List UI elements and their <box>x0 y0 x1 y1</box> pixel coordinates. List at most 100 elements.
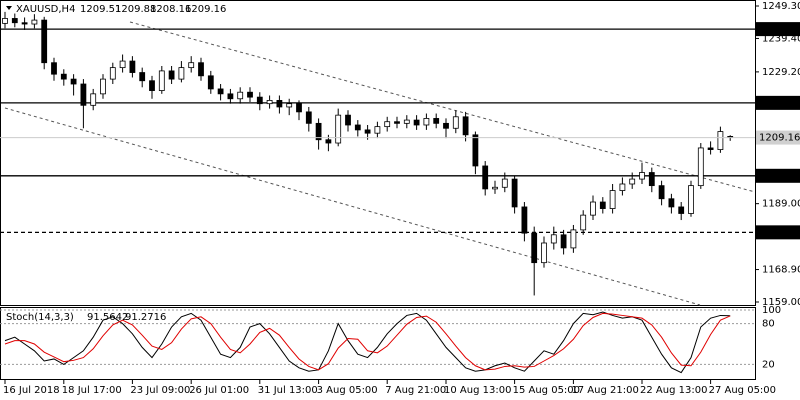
x-tick-label: 27 Aug 05:00 <box>709 385 776 396</box>
candle-body <box>374 126 381 134</box>
x-tick-label: 16 Jul 2018 <box>3 385 60 396</box>
candle-body <box>247 91 253 98</box>
current-price-label: 1209.16 <box>759 133 800 144</box>
candle-body <box>237 91 244 100</box>
indicator-line <box>4 312 731 371</box>
candle-body <box>296 103 302 113</box>
candle-body <box>276 100 283 108</box>
candle-body <box>452 116 459 129</box>
ohlc-low: 1208.16 <box>150 4 191 15</box>
x-tick-label: 18 Jul 17:00 <box>62 385 122 396</box>
candle-body <box>305 111 312 124</box>
candle-body <box>580 214 587 231</box>
candle-body <box>188 62 195 69</box>
ohlc-open: 1209.51 <box>80 4 121 15</box>
trendline <box>4 107 701 306</box>
candle-body <box>119 60 126 69</box>
candle-body <box>315 122 322 141</box>
candle-body <box>697 147 704 187</box>
candle-body <box>678 206 685 214</box>
candle-body <box>2 18 8 24</box>
candle-body <box>70 78 77 85</box>
candle-body <box>149 80 155 91</box>
candle-body <box>41 19 48 64</box>
candle-body <box>707 147 714 150</box>
candle-body <box>472 134 479 167</box>
candle-body <box>227 93 234 100</box>
candle-body <box>550 234 557 244</box>
candle-body <box>433 118 440 124</box>
candle-body <box>590 201 596 216</box>
x-tick-label: 10 Aug 13:00 <box>444 385 511 396</box>
candle-body <box>531 232 538 264</box>
candle-body <box>423 118 430 126</box>
level-label-box <box>756 22 800 37</box>
candle-body <box>109 67 116 80</box>
candle-body <box>80 83 87 106</box>
candle-body <box>560 234 567 249</box>
candle-body <box>570 229 577 249</box>
level-label: 1219.75 <box>759 98 800 109</box>
indicator-tick-label: 80 <box>762 319 775 330</box>
level-label: 1180.25 <box>759 227 800 238</box>
indicator-value: 91.5642 <box>87 312 128 323</box>
candle-body <box>482 165 489 190</box>
x-tick-label: 3 Aug 05:00 <box>317 385 378 396</box>
level-label-box <box>756 95 800 110</box>
y-tick-label: 1168.90 <box>762 265 800 276</box>
candle-body <box>178 67 185 80</box>
level-label-box <box>756 225 800 240</box>
x-tick-label: 7 Aug 21:00 <box>385 385 446 396</box>
candle-body <box>413 119 420 126</box>
candle-body <box>60 73 67 80</box>
candle-body <box>21 22 28 25</box>
candle-body <box>541 242 547 264</box>
candle-body <box>139 72 146 82</box>
ohlc-high: 1209.88 <box>115 4 156 15</box>
candle-body <box>629 178 636 185</box>
candle-body <box>717 131 724 150</box>
symbol-icon <box>6 6 12 10</box>
level-label: 1242.25 <box>759 24 800 35</box>
candle-body <box>609 190 616 209</box>
candle-body <box>207 75 214 90</box>
candle-body <box>619 183 626 191</box>
y-tick-label: 1249.30 <box>762 1 800 12</box>
candle-body <box>521 206 528 234</box>
candle-body <box>345 114 351 126</box>
y-tick-label: 1159.00 <box>762 297 800 308</box>
candle-body <box>354 124 361 131</box>
candle-body <box>658 185 665 200</box>
indicator-tick-label: 100 <box>762 305 781 316</box>
x-tick-label: 15 Aug 05:00 <box>513 385 580 396</box>
candle-body <box>492 186 498 190</box>
candle-body <box>198 62 204 77</box>
indicator-value: 91.2716 <box>125 312 166 323</box>
indicator-panel <box>0 307 756 380</box>
x-tick-label: 31 Jul 13:00 <box>258 385 318 396</box>
symbol: XAUUSD,H4 <box>16 4 75 15</box>
candle-body <box>511 178 518 208</box>
y-tick-label: 1229.20 <box>762 67 800 78</box>
candle-body <box>501 178 508 188</box>
y-tick-label: 1189.00 <box>762 199 800 210</box>
x-tick-label: 23 Jul 09:00 <box>130 385 190 396</box>
candle-body <box>158 70 165 91</box>
candle-body <box>639 172 645 180</box>
candle-body <box>443 122 449 129</box>
candle-body <box>335 114 342 144</box>
candle-body <box>51 62 57 75</box>
candle-body <box>168 70 175 80</box>
candle-body <box>462 116 469 136</box>
indicator-tick-label: 20 <box>762 359 775 370</box>
candle-body <box>394 121 400 124</box>
x-tick-label: 26 Jul 01:00 <box>189 385 249 396</box>
level-label: 1197.50 <box>759 171 800 182</box>
candle-body <box>11 18 18 24</box>
candle-body <box>599 201 606 209</box>
candle-body <box>325 139 332 144</box>
candle-body <box>364 129 371 134</box>
x-tick-label: 22 Aug 13:00 <box>640 385 707 396</box>
